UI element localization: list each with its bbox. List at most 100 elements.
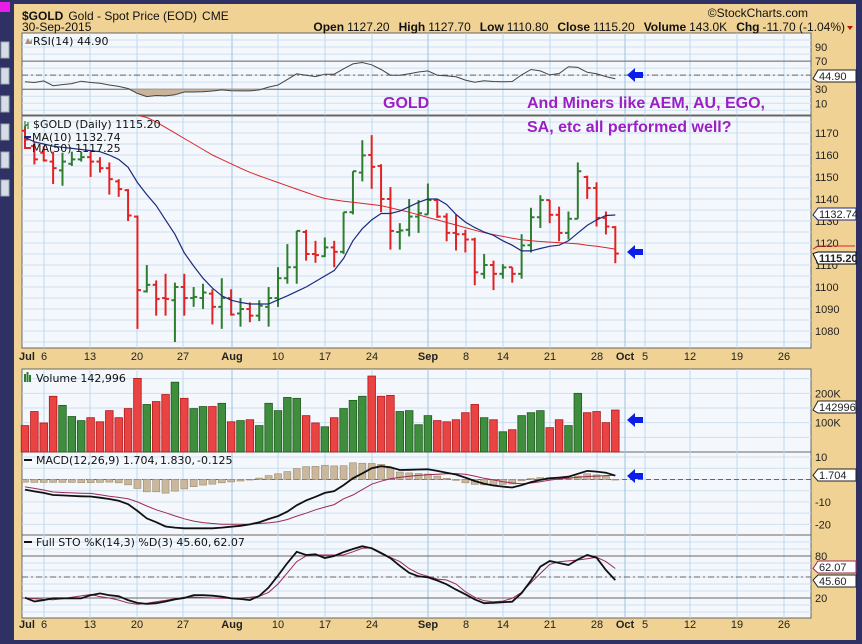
price-axis-label: 1150 bbox=[815, 172, 839, 184]
close-value-tag: 1115.20 bbox=[819, 253, 858, 265]
volume-bar bbox=[526, 412, 536, 453]
volume-bar bbox=[245, 419, 255, 453]
macd-histogram-bar bbox=[452, 479, 460, 481]
header-quote-row: Open 1127.20 High 1127.70 Low 1110.80 Close 111… bbox=[313, 20, 845, 34]
toolbar-tool-icon[interactable] bbox=[0, 179, 10, 197]
header-high-label: High bbox=[399, 20, 426, 34]
header-volume-value: 143.0K bbox=[689, 20, 727, 34]
price-bar bbox=[246, 302, 254, 323]
price-bar bbox=[340, 211, 348, 255]
volume-bar bbox=[330, 417, 339, 453]
sto-axis-label: 20 bbox=[815, 593, 827, 605]
price-bar bbox=[405, 198, 413, 237]
price-bar bbox=[443, 213, 451, 242]
price-axis-label: 1100 bbox=[815, 282, 839, 294]
macd-histogram-bar bbox=[377, 464, 385, 480]
price-bar bbox=[30, 141, 38, 165]
volume-bar bbox=[442, 421, 451, 453]
macd-histogram-bar bbox=[274, 473, 282, 480]
toolbar-tool-icon[interactable] bbox=[0, 41, 10, 59]
volume-bar bbox=[48, 395, 58, 453]
toolbar-color-icon[interactable] bbox=[0, 2, 10, 12]
macd-axis-label: -10 bbox=[815, 497, 831, 509]
price-bar bbox=[133, 215, 141, 329]
price-axis-label: 1170 bbox=[815, 128, 839, 140]
x-tick-label: 14 bbox=[497, 619, 509, 631]
x-tick-label: 21 bbox=[544, 351, 556, 363]
macd-histogram-bar bbox=[442, 478, 451, 480]
toolbar-tool-icon[interactable] bbox=[0, 67, 10, 85]
macd-value-tag-box bbox=[812, 468, 857, 482]
volume-bar bbox=[77, 420, 86, 453]
toolbar-tool-icon[interactable] bbox=[0, 123, 10, 141]
volume-bar bbox=[386, 394, 395, 453]
volume-bar bbox=[367, 375, 376, 453]
volume-bar bbox=[554, 419, 564, 453]
price-bar bbox=[208, 289, 216, 325]
x-tick-label: 8 bbox=[463, 351, 469, 363]
volume-bar bbox=[123, 408, 133, 453]
price-bar bbox=[302, 229, 310, 261]
macd-histogram-bar bbox=[105, 479, 114, 483]
macd-histogram-bar bbox=[161, 479, 170, 494]
price-bar bbox=[87, 151, 95, 177]
macd-histogram-bar bbox=[292, 468, 301, 480]
chart-date: 30-Sep-2015 bbox=[22, 20, 92, 34]
volume-bar bbox=[339, 408, 348, 453]
sto-d-legend: 62.07 bbox=[213, 536, 245, 549]
x-tick-label: Jul bbox=[19, 619, 35, 631]
volume-bar bbox=[180, 397, 189, 453]
volume-bar bbox=[273, 410, 283, 453]
close-value-tag-box bbox=[812, 251, 857, 265]
volume-value-tag: 142996 bbox=[819, 402, 856, 414]
macd-histogram-bar bbox=[264, 475, 273, 480]
x-tick-label: 10 bbox=[272, 351, 284, 363]
macd-histogram-bar bbox=[22, 479, 29, 483]
price-bar bbox=[293, 229, 301, 284]
rsi-axis-label: 10 bbox=[815, 98, 827, 110]
price-bar bbox=[190, 287, 198, 307]
x-tick-label: Sep bbox=[418, 351, 438, 363]
rsi-value-tag-box bbox=[812, 69, 857, 83]
price-bar bbox=[265, 287, 273, 327]
price-bars bbox=[22, 126, 619, 343]
macd-histogram-bar bbox=[302, 466, 310, 480]
header-chg-value: -11.70 (-1.04%) bbox=[763, 20, 845, 34]
price-bar bbox=[321, 237, 329, 258]
volume-legend-icon bbox=[24, 372, 31, 382]
volume-bar bbox=[58, 404, 67, 453]
price-bar bbox=[461, 229, 469, 253]
price-bar bbox=[152, 280, 160, 316]
volume-bar bbox=[414, 424, 423, 453]
volume-bar bbox=[301, 415, 311, 453]
price-bar bbox=[564, 211, 572, 240]
volume-bar bbox=[545, 427, 554, 453]
annotation-line-1: And Miners like AEM, AU, EGO, bbox=[527, 95, 765, 112]
toolbar-tool-icon[interactable] bbox=[0, 95, 10, 113]
volume-bar bbox=[451, 419, 461, 453]
down-arrow-icon bbox=[847, 26, 853, 30]
volume-bar bbox=[311, 422, 320, 453]
symbol-title: $GOLD bbox=[22, 9, 64, 23]
volume-bar bbox=[170, 381, 180, 453]
volume-bar bbox=[86, 417, 95, 453]
price-bar bbox=[143, 265, 151, 293]
macd-histogram-bar bbox=[386, 467, 395, 480]
ma10-legend: MA(10) 1132.74 bbox=[32, 131, 121, 144]
volume-bar bbox=[198, 406, 208, 453]
macd-histogram-bar bbox=[189, 479, 198, 487]
sto-axis-label: 80 bbox=[815, 551, 827, 563]
macd-histogram-bar bbox=[133, 479, 142, 489]
x-tick-label: 28 bbox=[591, 619, 603, 631]
sto-legend: Full STO %K(14,3) %D(3) 45.60, bbox=[36, 536, 211, 549]
macd-histogram-bar bbox=[349, 462, 357, 480]
x-tick-label: 5 bbox=[642, 351, 648, 363]
symbol-description: Gold - Spot Price (EOD) bbox=[68, 9, 197, 23]
price-bar bbox=[611, 226, 619, 264]
x-tick-label: Jul bbox=[19, 351, 35, 363]
price-bar bbox=[124, 189, 132, 221]
toolbar-tool-icon[interactable] bbox=[0, 151, 10, 169]
x-tick-label: 14 bbox=[497, 351, 509, 363]
blue-arrow-icon bbox=[627, 68, 643, 82]
volume-bar bbox=[292, 397, 301, 453]
